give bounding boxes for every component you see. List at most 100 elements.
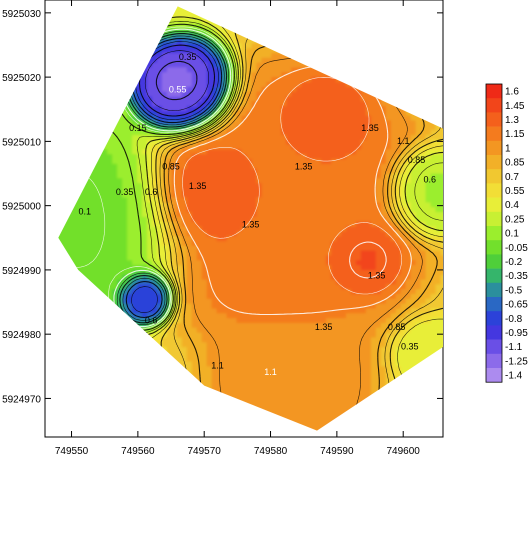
heat-cell (232, 447, 238, 453)
heat-cell (102, 163, 108, 169)
heat-cell (122, 307, 128, 314)
heat-cell (142, 95, 148, 102)
heat-cell (296, 134, 303, 140)
heat-cell (251, 124, 258, 131)
heat-cell (276, 114, 283, 121)
heat-cell (261, 379, 268, 386)
heat-cell (186, 317, 193, 323)
heat-cell (251, 254, 258, 261)
heat-cell (271, 307, 278, 314)
heat-cell (261, 114, 268, 121)
heat-cell (231, 317, 238, 323)
heat-cell (291, 71, 298, 78)
heat-cell (142, 269, 148, 275)
heat-cell (296, 100, 303, 107)
heat-cell (156, 95, 163, 102)
heat-cell (241, 230, 248, 237)
heat-cell (236, 177, 243, 184)
heat-cell (181, 37, 188, 44)
heat-cell (151, 134, 158, 140)
heat-cell (67, 240, 74, 246)
heat-cell (246, 245, 253, 251)
heat-cell (87, 225, 94, 232)
heat-cell (261, 355, 268, 362)
heat-cell (237, 447, 243, 453)
heat-cell (286, 408, 293, 415)
heat-cell (251, 153, 258, 160)
heat-cell (186, 134, 193, 140)
heat-cell (82, 196, 89, 203)
heat-cell (256, 302, 263, 309)
heat-cell (232, 438, 238, 444)
heat-cell (181, 206, 188, 213)
heat-cell (291, 317, 298, 323)
heat-cell (246, 90, 253, 97)
heat-cell (226, 105, 233, 111)
heat-cell (266, 326, 273, 333)
heat-cell (246, 443, 252, 449)
heat-cell (176, 85, 183, 92)
heat-cell (156, 158, 163, 164)
heat-cell (216, 269, 223, 275)
heat-cell (72, 235, 79, 241)
heat-cell (251, 283, 258, 290)
heat-cell (181, 8, 188, 15)
heat-cell (176, 351, 183, 357)
heat-cell (241, 264, 248, 270)
heat-cell (211, 317, 218, 323)
heat-cell (286, 389, 293, 396)
heat-cell (251, 114, 258, 121)
heat-cell (176, 177, 183, 184)
heat-cell (301, 196, 307, 203)
heat-cell (87, 254, 94, 261)
heat-cell (226, 177, 233, 184)
heat-cell (291, 196, 298, 203)
heat-cell (77, 196, 84, 203)
heat-cell (291, 438, 297, 444)
heat-cell (191, 360, 198, 367)
heat-cell (156, 105, 163, 111)
heat-cell (291, 355, 298, 362)
heat-cell (256, 346, 263, 352)
heat-cell (296, 351, 303, 357)
heat-cell (281, 394, 288, 401)
heat-cell (231, 220, 238, 227)
heat-cell (171, 28, 178, 34)
heat-cell (296, 288, 303, 295)
heat-cell (281, 404, 288, 410)
heat-cell (251, 379, 258, 386)
heat-cell (132, 302, 138, 309)
heat-cell (231, 110, 238, 116)
heat-cell (256, 225, 263, 232)
heat-cell (97, 225, 104, 232)
heat-cell (171, 288, 178, 295)
heat-cell (166, 90, 173, 97)
heat-cell (296, 341, 303, 348)
heat-cell (231, 138, 238, 145)
heat-cell (296, 269, 303, 275)
heat-cell (206, 351, 213, 357)
heat-cell (102, 187, 108, 193)
heat-cell (122, 230, 128, 237)
heat-cell (266, 278, 273, 285)
heat-cell (127, 124, 133, 131)
heat-cell (132, 240, 138, 246)
heat-cell (281, 317, 288, 323)
heat-cell (186, 293, 193, 299)
heat-cell (221, 351, 228, 357)
heat-cell (211, 360, 218, 367)
heat-cell (271, 235, 278, 241)
heat-cell (216, 177, 223, 184)
heat-cell (97, 167, 104, 174)
heat-cell (171, 220, 178, 227)
heat-cell (241, 124, 248, 131)
heat-cell (196, 71, 203, 78)
heat-cell (276, 211, 283, 217)
heat-cell (286, 438, 292, 444)
heat-cell (186, 85, 193, 92)
heat-cell (181, 119, 188, 126)
heat-cell (137, 124, 143, 131)
heat-cell (236, 225, 243, 232)
heat-cell (251, 438, 257, 444)
heat-cell (291, 182, 298, 188)
